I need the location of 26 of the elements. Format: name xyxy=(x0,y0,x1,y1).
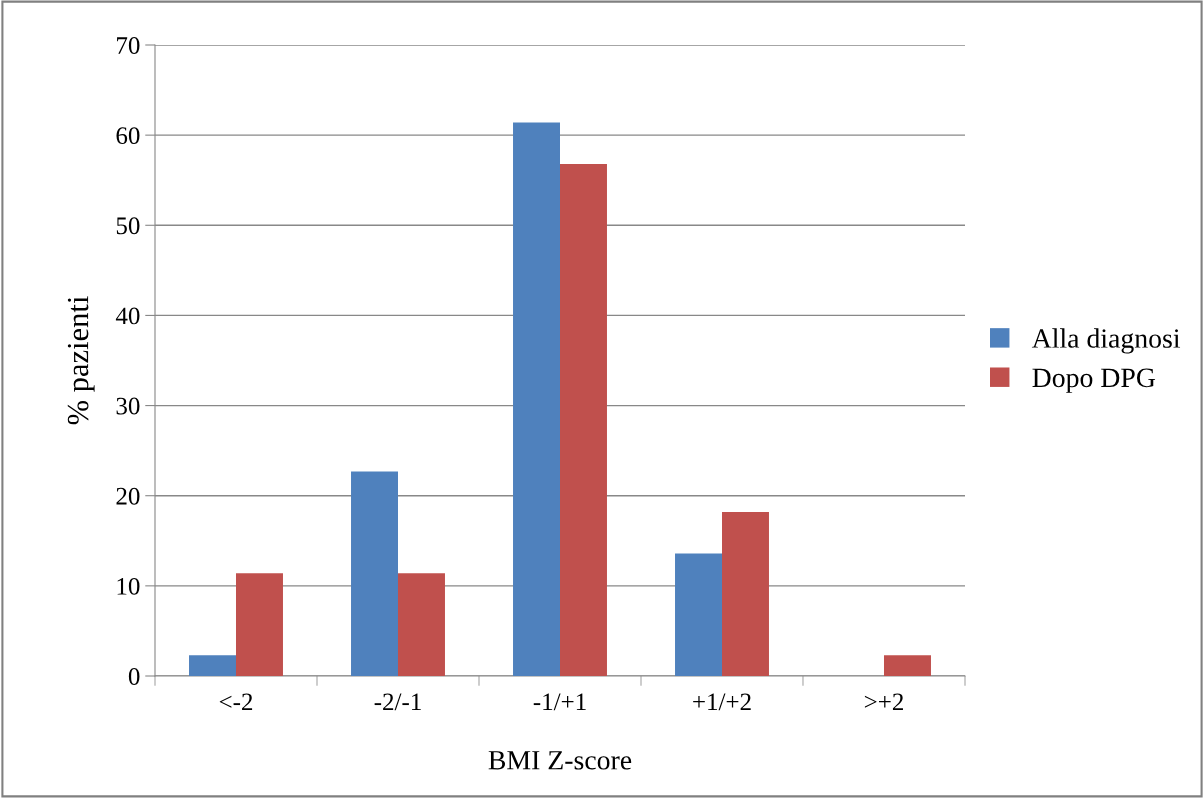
bar xyxy=(884,655,931,676)
bar xyxy=(189,655,236,676)
bar xyxy=(398,573,445,676)
bar xyxy=(675,553,722,676)
y-tick-label: 0 xyxy=(128,668,140,685)
bar xyxy=(722,511,769,676)
x-tick-label: -1/+1 xyxy=(533,693,586,711)
x-tick-label: >+2 xyxy=(864,693,903,711)
legend-label: Alla diagnosi xyxy=(1031,328,1181,354)
y-tick-label: 40 xyxy=(115,307,140,325)
y-tick-label: 20 xyxy=(116,487,140,505)
y-axis-title: % pazienti xyxy=(67,296,95,425)
bar xyxy=(236,573,283,676)
y-tick-label: 70 xyxy=(117,37,140,54)
y-tick-label: 60 xyxy=(116,127,140,145)
legend-label: Dopo DPG xyxy=(1032,368,1156,393)
x-axis-title: BMI Z-score xyxy=(488,751,632,770)
y-tick-label: 50 xyxy=(116,217,140,235)
bar xyxy=(560,163,607,676)
y-tick-label: 10 xyxy=(117,577,140,595)
y-tick-label: 30 xyxy=(116,397,140,415)
bar xyxy=(513,122,560,676)
bar xyxy=(351,471,398,676)
x-tick-label: +1/+2 xyxy=(693,693,751,711)
x-tick-label: -2/-1 xyxy=(374,693,421,711)
x-tick-label: <-2 xyxy=(219,693,253,711)
